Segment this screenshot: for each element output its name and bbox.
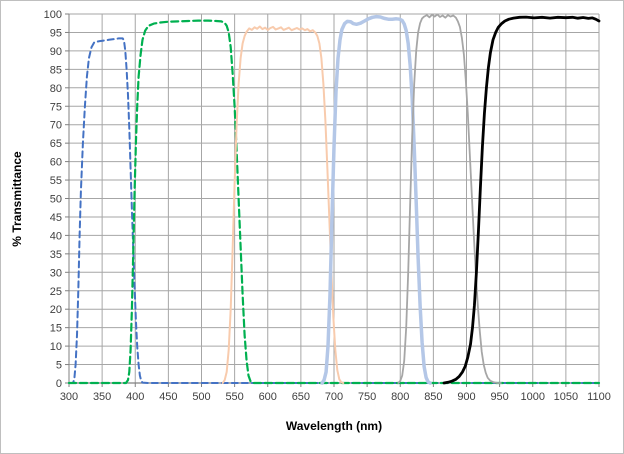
y-tick-label: 60 [50, 157, 62, 169]
y-tick-label: 65 [50, 138, 62, 150]
x-tick-label: 1000 [521, 391, 545, 403]
y-tick-label: 0 [56, 378, 62, 390]
x-tick-label: 600 [259, 391, 277, 403]
x-tick-label: 850 [424, 391, 442, 403]
series-gray-nir-band [397, 13, 502, 384]
x-tick-label: 800 [391, 391, 409, 403]
series-black-ir-longpass [442, 15, 601, 385]
x-tick-label: 450 [159, 391, 177, 403]
x-tick-label: 550 [225, 391, 243, 403]
y-tick-label: 45 [50, 212, 62, 224]
x-tick-label: 500 [192, 391, 210, 403]
y-tick-label: 20 [50, 304, 62, 316]
y-tick-label: 90 [50, 46, 62, 58]
x-tick-label: 700 [325, 391, 343, 403]
y-tick-label: 100 [44, 9, 62, 21]
y-tick-label: 35 [50, 249, 62, 261]
series-peach-green-band [221, 25, 345, 384]
series-green-dashed-blue-band [67, 19, 601, 385]
y-tick-label: 55 [50, 175, 62, 187]
y-tick-label: 10 [50, 341, 62, 353]
y-tick-label: 95 [50, 27, 62, 39]
y-tick-label: 15 [50, 323, 62, 335]
series-light-blue-red-band [320, 14, 432, 385]
x-tick-label: 950 [490, 391, 508, 403]
y-tick-label: 25 [50, 286, 62, 298]
y-axis-title: % Transmittance [10, 151, 24, 247]
x-tick-label: 650 [292, 391, 310, 403]
x-tick-label: 400 [126, 391, 144, 403]
y-tick-label: 50 [50, 194, 62, 206]
x-axis-title: Wavelength (nm) [285, 419, 383, 433]
y-tick-label: 40 [50, 230, 62, 242]
x-tick-label: 750 [358, 391, 376, 403]
series-blue-dashed-uv-band [68, 37, 600, 384]
y-tick-label: 5 [56, 360, 62, 372]
x-tick-label: 1100 [587, 391, 611, 403]
y-tick-label: 85 [50, 64, 62, 76]
x-tick-label: 300 [60, 391, 78, 403]
y-tick-label: 30 [50, 267, 62, 279]
x-tick-label: 1050 [554, 391, 578, 403]
y-tick-label: 80 [50, 83, 62, 95]
x-tick-label: 900 [457, 391, 475, 403]
x-tick-label: 350 [93, 391, 111, 403]
y-tick-label: 70 [50, 120, 62, 132]
y-tick-label: 75 [50, 101, 62, 113]
